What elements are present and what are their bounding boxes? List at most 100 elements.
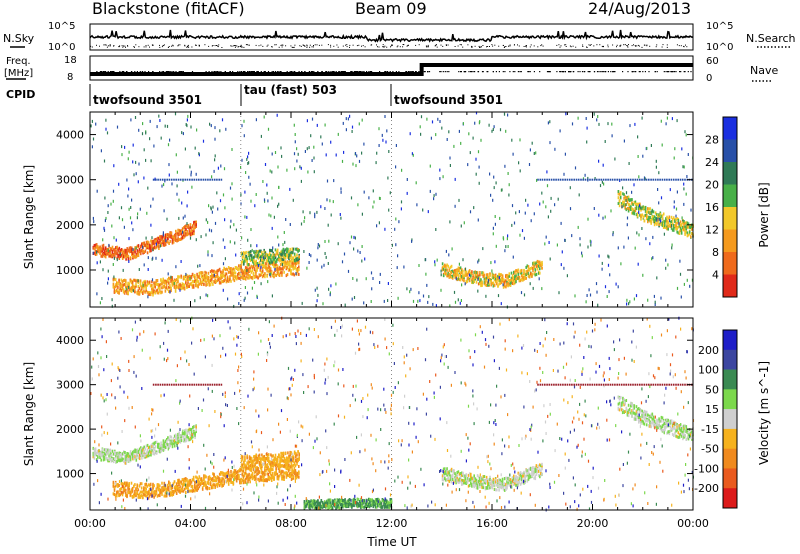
echo-cell bbox=[323, 263, 325, 267]
echo-cell bbox=[272, 257, 274, 260]
echo-cell bbox=[631, 201, 633, 205]
colorbar-swatch bbox=[723, 229, 737, 253]
cpid-label: CPID bbox=[6, 88, 35, 101]
echo-cell bbox=[196, 488, 198, 492]
echo-cell bbox=[242, 277, 245, 281]
echo-cell bbox=[133, 493, 135, 497]
echo-cell bbox=[488, 276, 490, 279]
echo-cell bbox=[128, 482, 130, 486]
echo-cell bbox=[132, 455, 134, 459]
echo-cell bbox=[244, 266, 247, 270]
nsearch-point bbox=[390, 45, 392, 47]
echo-cell bbox=[430, 136, 432, 140]
echo-cell bbox=[146, 493, 149, 497]
echo-cell bbox=[115, 249, 117, 253]
echo-cell bbox=[157, 488, 160, 492]
echo-cell bbox=[94, 251, 97, 254]
nave-point bbox=[427, 71, 429, 73]
echo-cell bbox=[100, 458, 102, 462]
echo-cell bbox=[511, 276, 514, 279]
colorbar-tick-label: 24 bbox=[705, 156, 719, 169]
echo-cell bbox=[168, 178, 171, 181]
echo-cell bbox=[183, 438, 185, 442]
nsearch-point bbox=[459, 44, 461, 46]
echo-cell bbox=[122, 487, 125, 491]
echo-cell bbox=[212, 479, 214, 483]
echo-cell bbox=[685, 192, 687, 196]
echo-cell bbox=[152, 493, 154, 497]
nsearch-point bbox=[152, 44, 154, 46]
echo-cell bbox=[490, 279, 492, 283]
echo-cell bbox=[144, 455, 147, 459]
echo-cell bbox=[195, 281, 197, 285]
echo-cell bbox=[464, 282, 466, 286]
nave-point bbox=[610, 71, 612, 73]
echo-cell bbox=[220, 478, 222, 482]
echo-cell bbox=[131, 280, 134, 284]
echo-cell bbox=[177, 238, 179, 242]
echo-cell bbox=[189, 434, 192, 437]
echo-cell bbox=[449, 275, 452, 279]
echo-cell bbox=[394, 227, 396, 231]
nsearch-point bbox=[397, 45, 399, 47]
echo-cell bbox=[204, 475, 206, 479]
echo-cell bbox=[447, 274, 449, 278]
echo-cell bbox=[541, 178, 544, 181]
echo-cell bbox=[328, 287, 330, 291]
echo-cell bbox=[659, 212, 662, 216]
echo-band bbox=[112, 463, 300, 500]
echo-cell bbox=[135, 255, 138, 259]
nave-point bbox=[139, 71, 141, 73]
echo-cell bbox=[652, 215, 655, 219]
echo-cell bbox=[644, 207, 647, 211]
echo-cell bbox=[398, 220, 400, 224]
echo-cell bbox=[184, 230, 186, 234]
echo-cell bbox=[606, 295, 608, 298]
echo-cell bbox=[675, 221, 677, 225]
echo-cell bbox=[489, 274, 491, 278]
echo-cell bbox=[634, 178, 637, 181]
echo-cell bbox=[434, 263, 436, 267]
echo-cell bbox=[530, 219, 532, 223]
nsearch-point bbox=[327, 44, 329, 46]
echo-cell bbox=[194, 435, 196, 439]
echo-cell bbox=[262, 259, 264, 262]
echo-cell bbox=[493, 175, 495, 179]
echo-cell bbox=[248, 161, 250, 165]
echo-cell bbox=[645, 211, 648, 214]
echo-cell bbox=[167, 237, 169, 241]
echo-cell bbox=[229, 270, 231, 274]
echo-cell bbox=[145, 131, 147, 135]
nave-point bbox=[472, 71, 474, 73]
echo-cell bbox=[683, 222, 685, 226]
echo-cell bbox=[411, 239, 413, 243]
echo-cell bbox=[254, 261, 256, 265]
echo-cell bbox=[169, 138, 171, 142]
echo-cell bbox=[99, 455, 101, 459]
echo-cell bbox=[277, 204, 279, 208]
echo-cell bbox=[186, 233, 188, 237]
echo-cell bbox=[328, 239, 330, 243]
nsearch-point bbox=[426, 46, 428, 48]
echo-cell bbox=[498, 272, 500, 276]
echo-cell bbox=[129, 452, 132, 456]
nave-point bbox=[562, 71, 564, 73]
echo-cell bbox=[597, 303, 599, 307]
echo-cell bbox=[482, 247, 484, 251]
echo-cell bbox=[207, 275, 210, 279]
nave-point bbox=[366, 71, 368, 73]
echo-cell bbox=[139, 289, 142, 293]
echo-cell bbox=[131, 250, 133, 253]
echo-cell bbox=[122, 290, 125, 294]
echo-cell bbox=[158, 236, 160, 240]
echo-cell bbox=[109, 453, 112, 457]
echo-cell bbox=[683, 226, 685, 230]
echo-cell bbox=[629, 178, 632, 181]
echo-cell bbox=[268, 270, 271, 274]
echo-cell bbox=[457, 277, 460, 281]
echo-cell bbox=[326, 179, 329, 183]
station-title: Blackstone (fitACF) bbox=[92, 0, 245, 18]
echo-cell bbox=[185, 437, 187, 441]
nsearch-point bbox=[171, 45, 173, 47]
echo-cell bbox=[679, 178, 682, 181]
